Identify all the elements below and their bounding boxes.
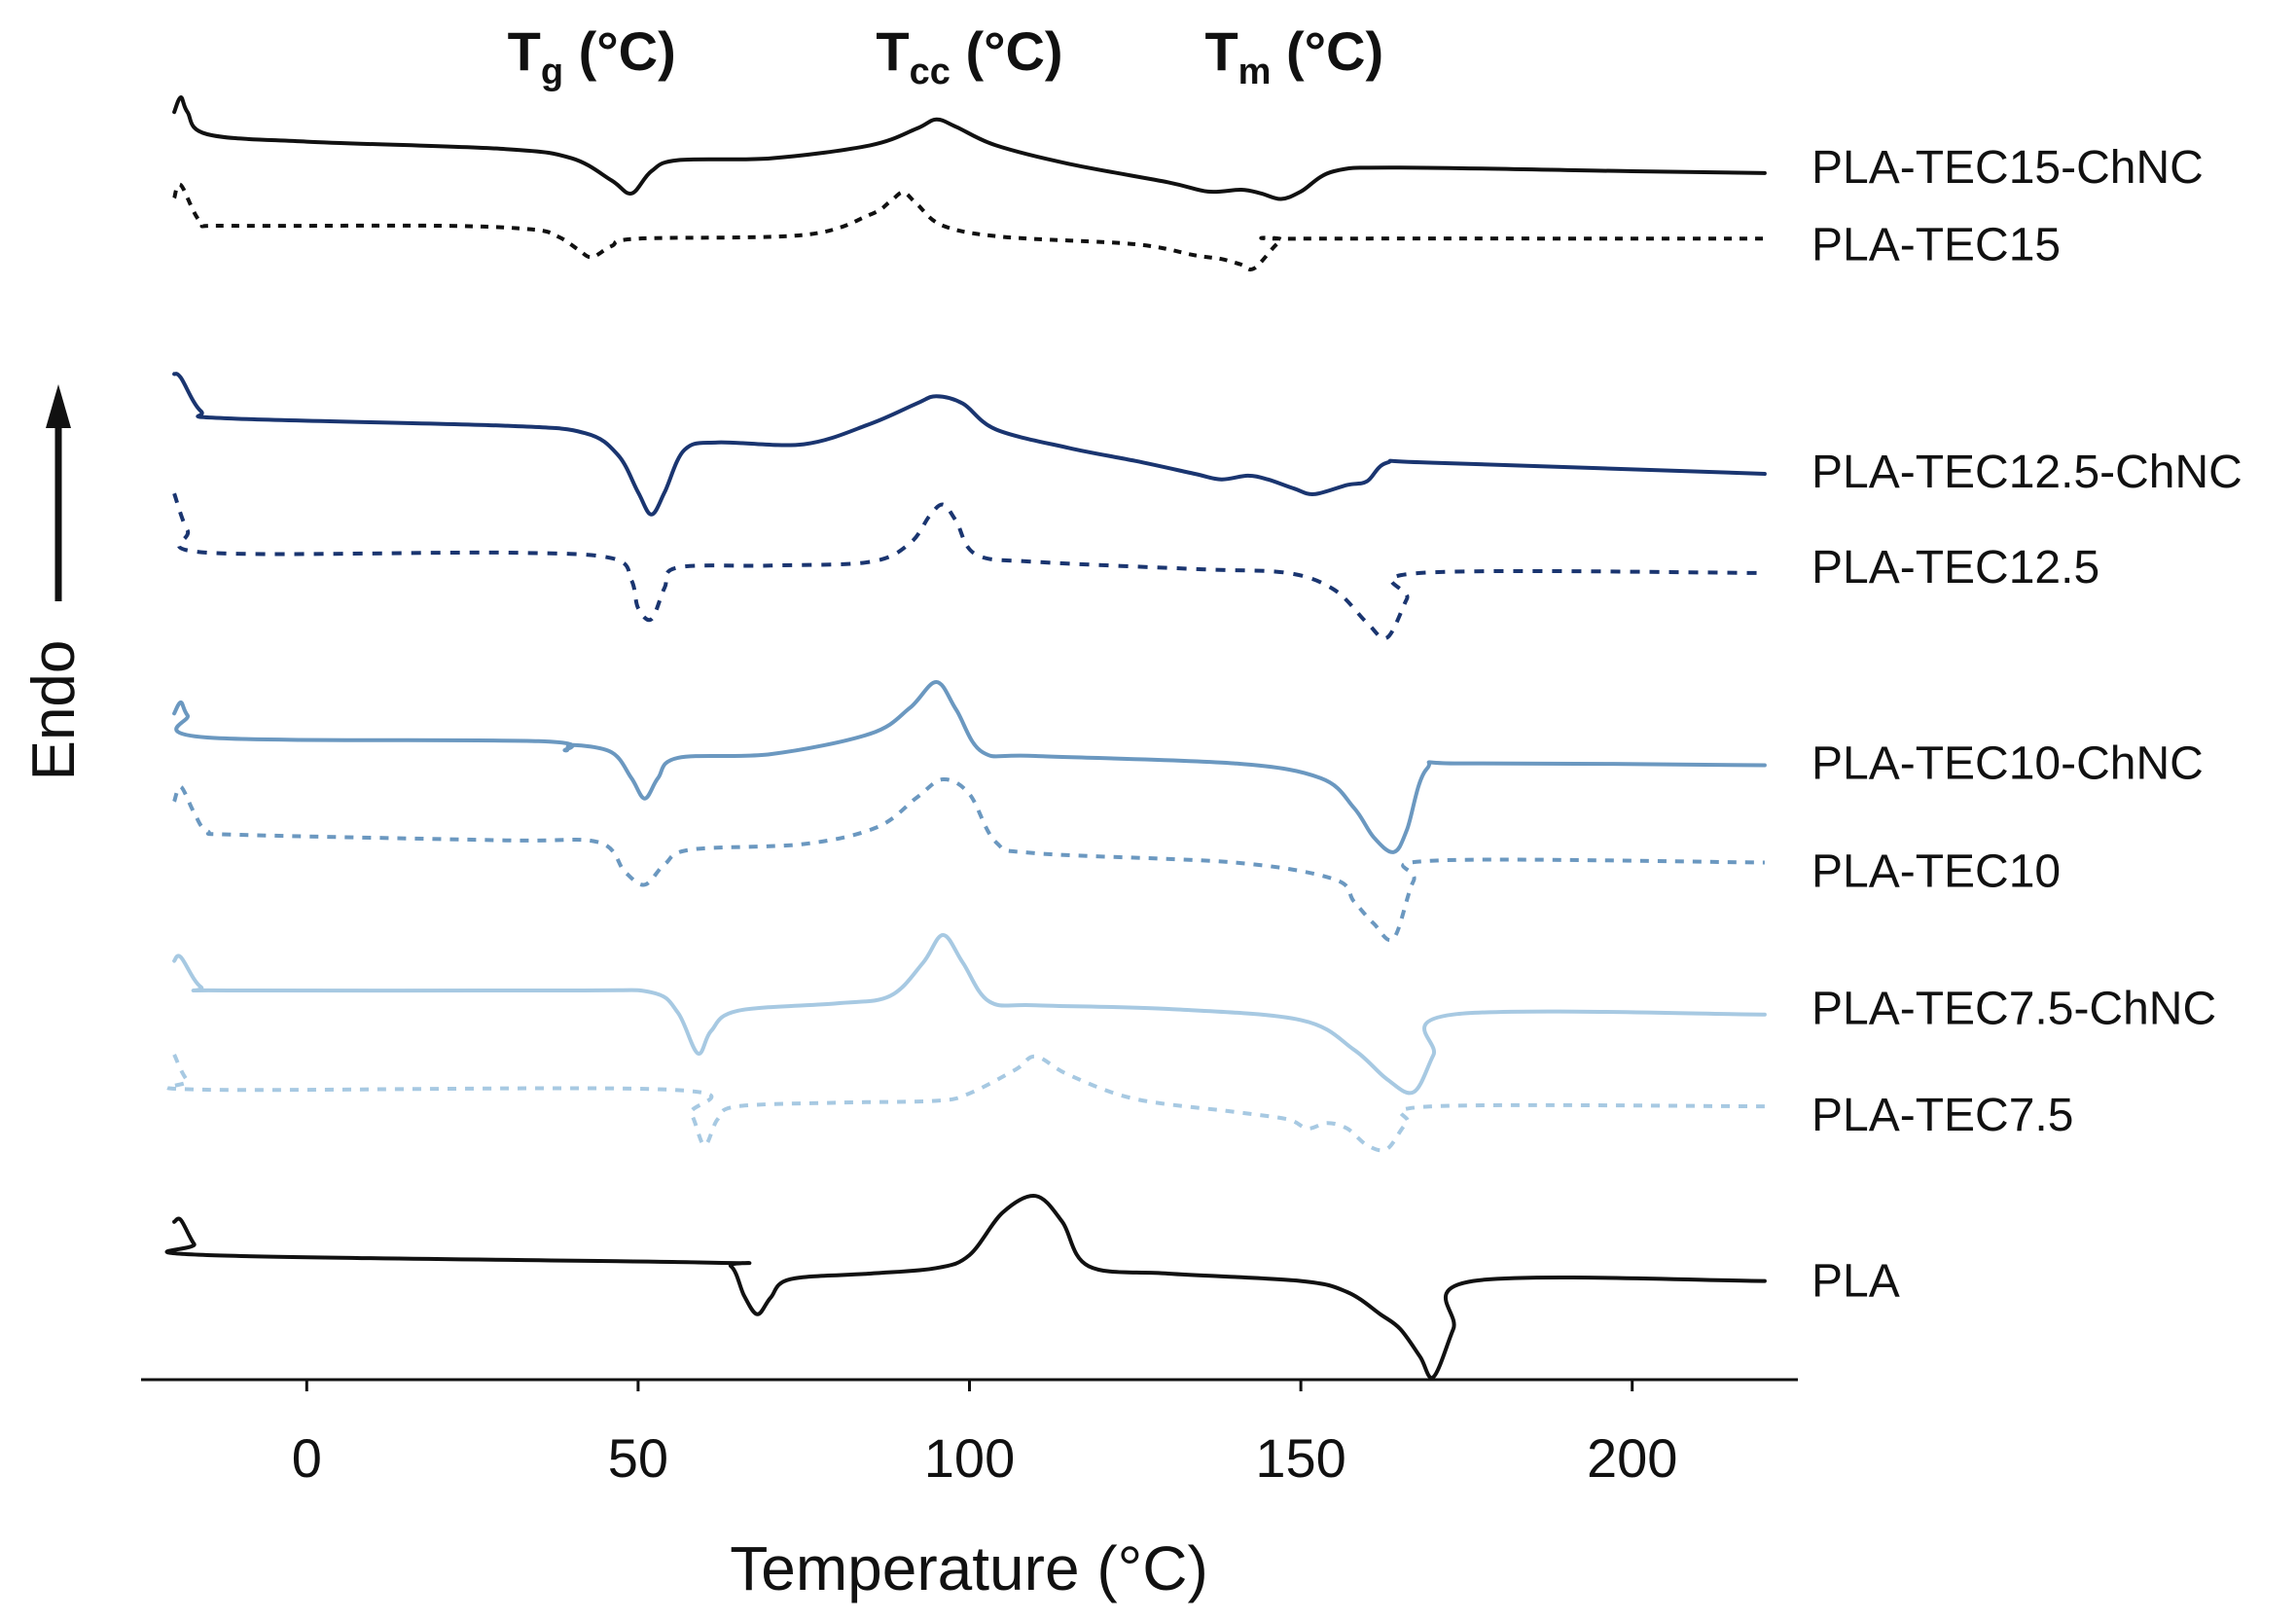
y-axis-indicator: Endo <box>20 384 88 780</box>
series-line-pla-tec7-5-chnc <box>172 933 1767 1096</box>
series-line-pla-tec15 <box>172 182 1765 272</box>
tcc-annotation: Tcc (°C) <box>876 20 1062 92</box>
legend-label-pla-tec12-5: PLA-TEC12.5 <box>1812 542 2099 594</box>
x-tick-label: 0 <box>292 1427 322 1489</box>
x-axis: 0 50 100 150 200 <box>141 1378 1798 1489</box>
legend-label-pla-tec12-5-chnc: PLA-TEC12.5-ChNC <box>1812 447 2242 498</box>
x-tick-label: 100 <box>924 1427 1015 1489</box>
x-tick-label: 150 <box>1255 1427 1345 1489</box>
x-tick-label: 50 <box>608 1427 668 1489</box>
series-layer <box>164 95 1767 1381</box>
top-annotations: Tg (°C) Tcc (°C) Tm (°C) <box>508 20 1384 92</box>
series-line-pla-tec15-chnc <box>172 95 1767 201</box>
legend-label-pla-tec7-5: PLA-TEC7.5 <box>1812 1090 2073 1141</box>
x-axis-title: Temperature (°C) <box>730 1533 1208 1603</box>
series-line-pla-tec7-5 <box>164 1054 1765 1153</box>
legend-label-pla: PLA <box>1812 1256 1900 1308</box>
x-tick-label: 200 <box>1587 1427 1677 1489</box>
series-line-pla-tec12-5 <box>172 492 1765 641</box>
series-line-pla-tec10 <box>172 776 1765 943</box>
legend-label-pla-tec10: PLA-TEC10 <box>1812 846 2061 898</box>
legend-label-pla-tec10-chnc: PLA-TEC10-ChNC <box>1812 738 2204 790</box>
legend-layer: PLA-TEC15-ChNC PLA-TEC15 PLA-TEC12.5-ChNC P… <box>1812 142 2242 1308</box>
tm-annotation: Tm (°C) <box>1204 20 1383 92</box>
y-axis-title: Endo <box>20 640 88 781</box>
legend-label-pla-tec15: PLA-TEC15 <box>1812 219 2061 270</box>
legend-label-pla-tec15-chnc: PLA-TEC15-ChNC <box>1812 142 2204 194</box>
legend-label-pla-tec7-5-chnc: PLA-TEC7.5-ChNC <box>1812 984 2216 1035</box>
tg-annotation: Tg (°C) <box>508 20 676 92</box>
series-line-pla <box>164 1194 1767 1381</box>
series-line-pla-tec10-chnc <box>172 680 1767 854</box>
series-line-pla-tec12-5-chnc <box>172 372 1767 517</box>
endo-arrow-head <box>46 384 71 428</box>
